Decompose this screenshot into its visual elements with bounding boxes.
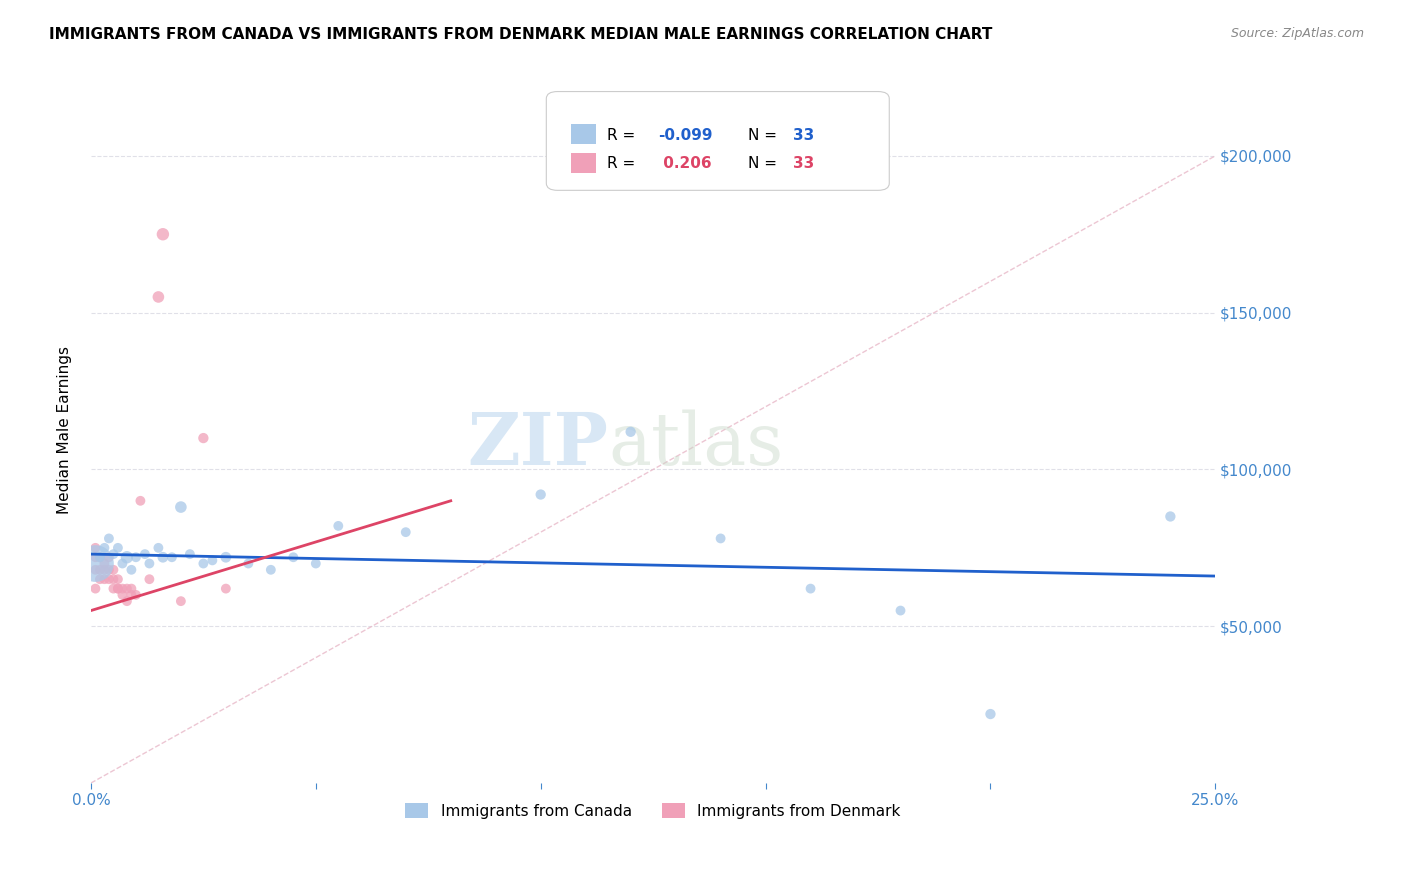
Point [103,547,125,561]
Point [93,557,115,571]
Text: Source: ZipAtlas.com: Source: ZipAtlas.com [1230,27,1364,40]
Point [138,557,160,571]
Text: atlas: atlas [609,409,783,480]
Point [283,550,305,565]
FancyBboxPatch shape [547,92,889,190]
Point [93,541,115,555]
Point [89,572,111,586]
Point [125,588,148,602]
Point [395,525,418,540]
Point [1159,509,1181,524]
Point [89,563,111,577]
Text: 33: 33 [793,156,814,171]
Point [160,550,183,565]
Point [979,707,1001,722]
Point [305,557,328,571]
Point [107,541,129,555]
Point [93,563,115,577]
Point [84,541,107,555]
Point [215,582,238,596]
Point [193,431,215,445]
Point [84,582,107,596]
Point [152,550,174,565]
Point [111,588,134,602]
Point [170,500,193,514]
Point [97,572,120,586]
Point [115,594,138,608]
Point [201,553,224,567]
Point [710,532,733,546]
Text: -0.099: -0.099 [658,128,711,143]
Text: R =: R = [607,156,640,171]
Point [120,582,142,596]
Text: N =: N = [748,128,782,143]
Point [530,487,553,501]
Legend: Immigrants from Canada, Immigrants from Denmark: Immigrants from Canada, Immigrants from … [399,797,907,825]
Point [148,290,170,304]
Point [107,582,129,596]
Point [238,557,260,571]
Point [107,582,129,596]
Point [134,547,156,561]
Point [97,532,120,546]
Point [152,227,174,242]
Point [103,572,125,586]
Point [125,550,148,565]
Point [115,550,138,565]
Point [129,493,152,508]
Point [84,557,107,571]
FancyBboxPatch shape [571,124,596,145]
Point [84,550,107,565]
Point [89,550,111,565]
Point [103,582,125,596]
Point [115,582,138,596]
Point [889,603,911,617]
Point [215,550,238,565]
FancyBboxPatch shape [571,153,596,173]
Point [179,547,201,561]
Point [111,582,134,596]
Point [193,557,215,571]
Text: N =: N = [748,156,782,171]
Text: R =: R = [607,128,640,143]
Point [89,550,111,565]
Point [120,563,142,577]
Point [103,563,125,577]
Y-axis label: Median Male Earnings: Median Male Earnings [58,346,72,515]
Point [111,557,134,571]
Point [138,572,160,586]
Point [260,563,283,577]
Text: 0.206: 0.206 [658,156,711,171]
Point [328,519,350,533]
Point [93,572,115,586]
Point [97,563,120,577]
Point [120,588,142,602]
Text: ZIP: ZIP [467,409,609,480]
Point [148,541,170,555]
Point [97,550,120,565]
Point [620,425,643,439]
Text: IMMIGRANTS FROM CANADA VS IMMIGRANTS FROM DENMARK MEDIAN MALE EARNINGS CORRELATI: IMMIGRANTS FROM CANADA VS IMMIGRANTS FRO… [49,27,993,42]
Point [799,582,821,596]
Text: 33: 33 [793,128,814,143]
Point [107,572,129,586]
Point [84,563,107,577]
Point [170,594,193,608]
